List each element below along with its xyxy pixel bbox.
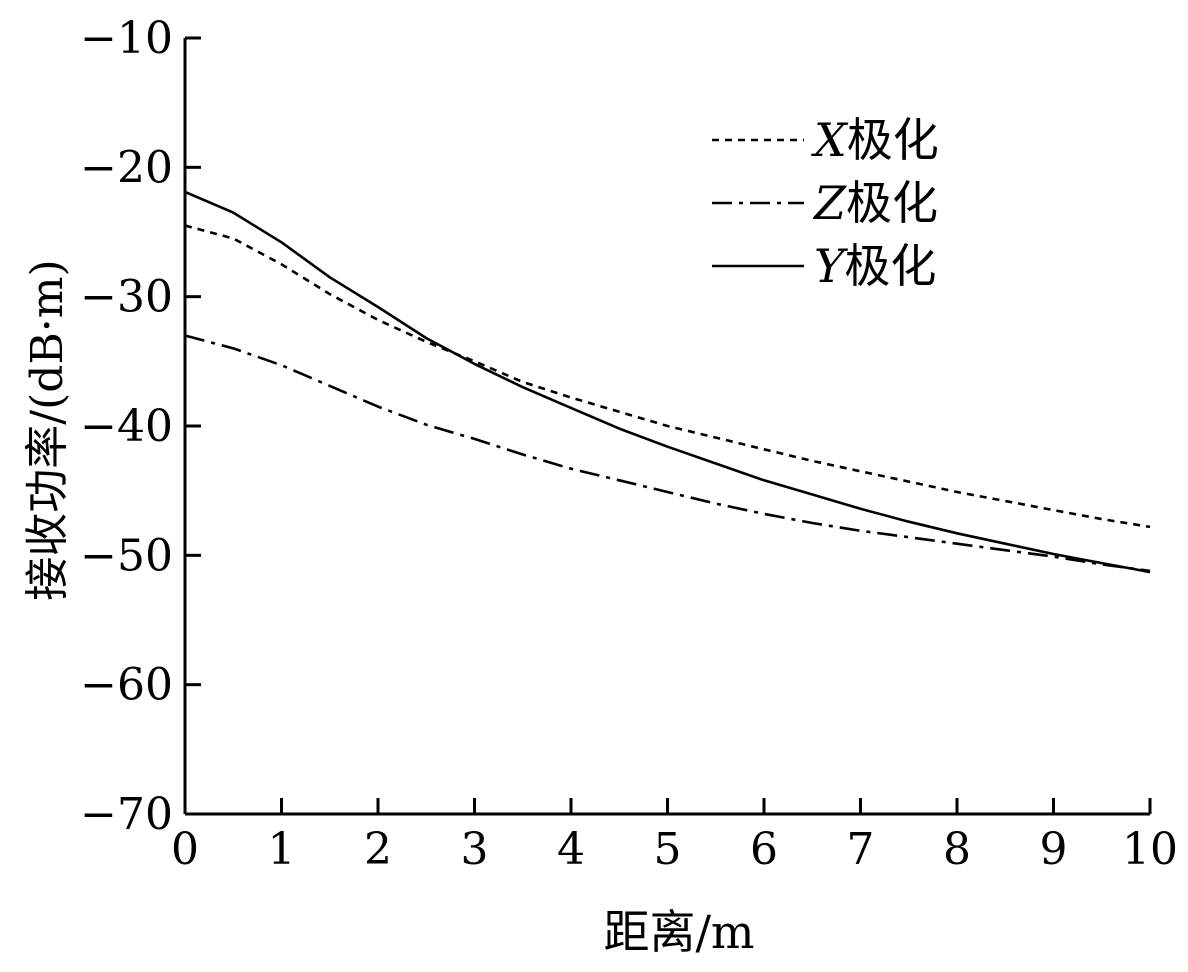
- x-tick-label: 2: [364, 824, 392, 875]
- series-line-y: [184, 190, 1151, 574]
- y-tick-label: −40: [80, 401, 173, 452]
- y-axis-title: 接收功率/(dB·m): [22, 259, 73, 600]
- series-line-z: [184, 334, 1151, 573]
- y-tick-label: −20: [80, 142, 173, 193]
- legend-label: X极化: [811, 113, 939, 167]
- y-tick-label: −60: [80, 660, 173, 711]
- y-tick-label: −70: [80, 789, 173, 840]
- x-tick-label: 1: [268, 824, 296, 875]
- x-tick-label: 7: [847, 824, 875, 875]
- x-tick-label: 3: [461, 824, 489, 875]
- legend-label: Y极化: [814, 239, 936, 293]
- axes: −10 −20 −30 −40 −50 −60 −700 1 2 3 4 5 6 7 8 9 10: [80, 13, 1178, 875]
- y-tick-label: −10: [80, 13, 173, 64]
- y-tick-label: −30: [80, 272, 173, 323]
- x-tick-label: 6: [750, 824, 778, 875]
- x-axis-title: 距离/m: [603, 905, 754, 959]
- x-tick-label: 5: [654, 824, 682, 875]
- x-tick-label: 0: [171, 824, 199, 875]
- legend-label: Z极化: [812, 176, 938, 230]
- y-tick-label: −50: [80, 530, 173, 581]
- legend: X极化 Z极化 Y极化: [712, 113, 939, 293]
- x-tick-label: 10: [1122, 824, 1178, 875]
- series-line-x: [184, 224, 1151, 529]
- x-tick-label: 9: [1040, 824, 1068, 875]
- x-tick-label: 4: [557, 824, 585, 875]
- series-lines: [184, 190, 1151, 574]
- x-tick-label: 8: [943, 824, 971, 875]
